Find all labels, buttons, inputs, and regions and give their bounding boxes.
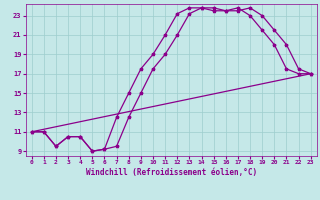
X-axis label: Windchill (Refroidissement éolien,°C): Windchill (Refroidissement éolien,°C) <box>86 168 257 177</box>
